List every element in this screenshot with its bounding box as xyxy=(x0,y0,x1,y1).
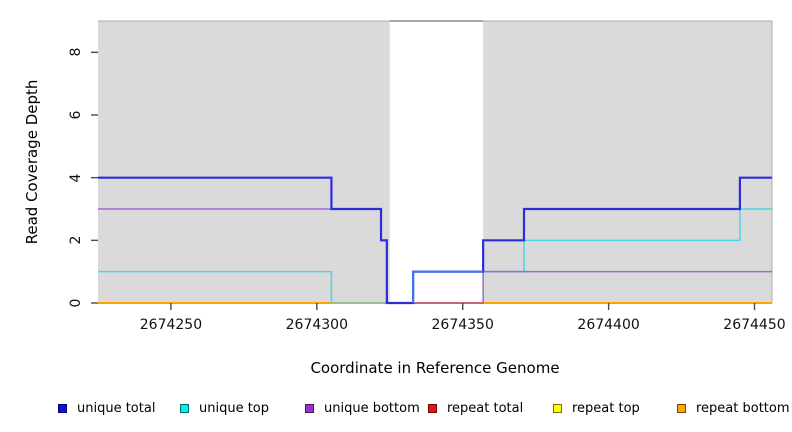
x-tick-label: 2674450 xyxy=(723,317,786,333)
coverage-region xyxy=(98,21,390,303)
y-tick-label: 0 xyxy=(68,298,84,308)
y-tick-label: 2 xyxy=(68,235,84,245)
y-tick-label: 4 xyxy=(68,173,84,183)
x-tick-label: 2674300 xyxy=(285,317,348,333)
x-tick-label: 2674350 xyxy=(431,317,494,333)
x-axis-title: Coordinate in Reference Genome xyxy=(310,359,560,377)
x-tick-label: 2674250 xyxy=(139,317,203,333)
x-tick-label: 2674400 xyxy=(577,317,640,333)
y-axis-title: Read Coverage Depth xyxy=(23,79,41,245)
y-tick-label: 8 xyxy=(68,47,84,57)
y-tick-label: 6 xyxy=(68,110,84,120)
coverage-region xyxy=(483,21,772,303)
gap-highlight-blue xyxy=(412,270,484,303)
